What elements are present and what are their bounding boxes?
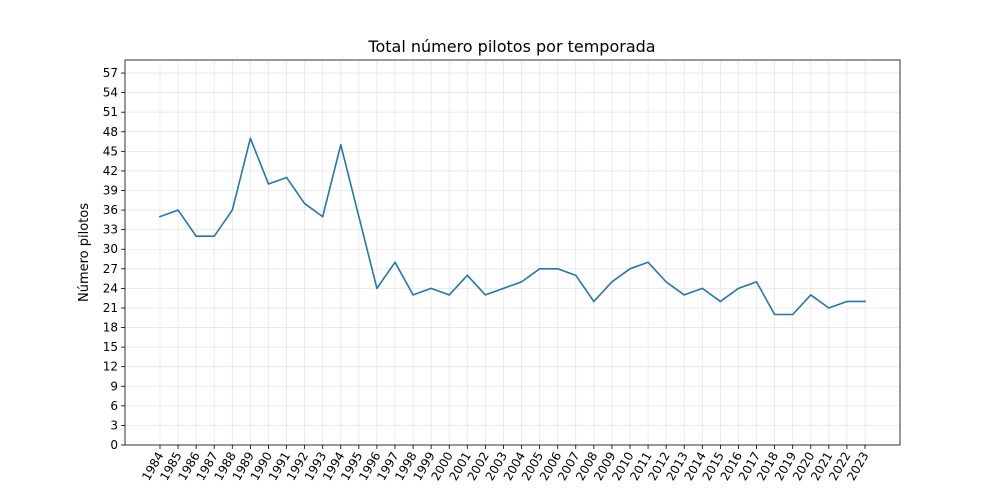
data-point bbox=[321, 215, 324, 218]
data-point bbox=[339, 144, 342, 146]
data-point bbox=[791, 313, 794, 316]
data-point bbox=[737, 287, 740, 290]
data-point bbox=[195, 235, 197, 237]
data-point bbox=[358, 215, 360, 218]
y-tick-label: 48 bbox=[103, 125, 118, 139]
data-point bbox=[448, 294, 451, 296]
y-tick-label: 36 bbox=[103, 203, 118, 217]
series-layer bbox=[158, 137, 866, 316]
y-tick-label: 30 bbox=[103, 242, 118, 256]
data-point bbox=[665, 281, 667, 283]
data-point bbox=[864, 300, 866, 303]
data-point bbox=[213, 235, 216, 237]
plot-frame bbox=[124, 59, 901, 446]
data-point bbox=[249, 137, 252, 140]
data-point bbox=[231, 209, 234, 211]
data-point bbox=[647, 261, 649, 264]
grid bbox=[125, 60, 900, 446]
y-tick-label: 33 bbox=[103, 223, 118, 237]
series-line bbox=[158, 137, 866, 316]
y-tick-label: 42 bbox=[103, 164, 118, 178]
y-tick-label: 3 bbox=[110, 418, 118, 432]
data-point bbox=[412, 294, 414, 296]
data-point bbox=[611, 281, 613, 283]
y-tick-label: 15 bbox=[103, 340, 118, 354]
data-point bbox=[159, 215, 161, 218]
y-tick-label: 18 bbox=[103, 321, 118, 335]
y-tick-label: 27 bbox=[103, 262, 118, 276]
y-tick-label: 45 bbox=[103, 144, 118, 158]
data-point bbox=[773, 313, 776, 316]
data-point bbox=[538, 268, 541, 270]
data-point bbox=[502, 287, 505, 290]
data-point bbox=[574, 274, 577, 277]
data-point bbox=[719, 300, 722, 303]
data-point bbox=[846, 300, 848, 303]
y-axis-label: Número pilotos bbox=[77, 203, 92, 302]
data-point bbox=[394, 261, 396, 264]
data-point bbox=[828, 307, 830, 309]
data-point bbox=[466, 274, 469, 277]
data-point bbox=[430, 287, 432, 290]
y-tick-label: 6 bbox=[110, 399, 118, 413]
y-tick-label: 57 bbox=[103, 66, 118, 80]
data-point bbox=[177, 209, 179, 211]
data-point bbox=[701, 287, 704, 290]
data-point bbox=[593, 300, 595, 303]
data-point bbox=[683, 294, 686, 296]
data-point bbox=[376, 287, 378, 290]
y-tick-label: 24 bbox=[103, 281, 118, 295]
y-tick-label: 51 bbox=[103, 105, 118, 119]
y-tick-label: 12 bbox=[103, 360, 118, 374]
data-point bbox=[484, 294, 487, 296]
data-point bbox=[629, 268, 631, 270]
y-tick-label: 21 bbox=[103, 301, 118, 315]
data-point bbox=[556, 268, 559, 270]
x-axis: 1984198519861987198819891990199119921993… bbox=[139, 445, 872, 483]
data-point bbox=[303, 202, 306, 205]
data-point bbox=[755, 281, 758, 283]
y-tick-label: 9 bbox=[110, 379, 118, 393]
data-point bbox=[809, 294, 812, 296]
data-point bbox=[267, 183, 270, 185]
data-point bbox=[285, 176, 288, 179]
data-point bbox=[520, 281, 523, 283]
chart-title: Total número pilotos por temporada bbox=[367, 37, 655, 56]
y-tick-label: 0 bbox=[110, 438, 118, 452]
y-tick-label: 54 bbox=[103, 86, 118, 100]
y-tick-label: 39 bbox=[103, 184, 118, 198]
